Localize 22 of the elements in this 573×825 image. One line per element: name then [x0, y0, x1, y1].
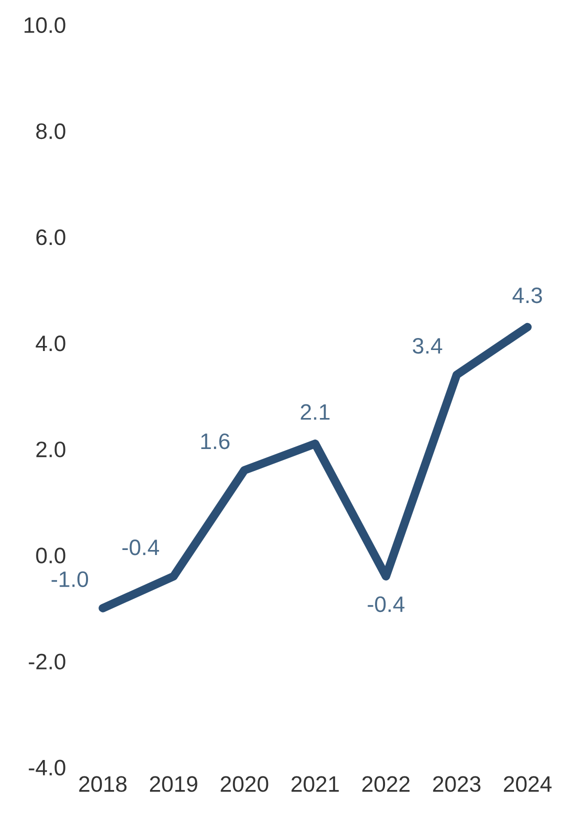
- x-tick-label: 2021: [292, 776, 339, 792]
- x-tick-label: 2018: [79, 776, 127, 792]
- data-label: -0.4: [122, 540, 160, 556]
- y-tick-label: 6.0: [36, 229, 66, 246]
- x-tick-label: 2023: [433, 776, 480, 792]
- x-tick-label: 2024: [504, 776, 552, 792]
- y-tick-label: 2.0: [36, 442, 66, 458]
- data-label: 3.4: [412, 338, 442, 354]
- x-tick-label: 2022: [362, 776, 410, 792]
- data-label: 1.6: [201, 433, 230, 450]
- x-tick-label: 2020: [220, 776, 268, 792]
- data-label: 2.1: [300, 404, 330, 420]
- y-tick-label: 8.0: [36, 123, 66, 140]
- x-tick-label: 2019: [150, 776, 198, 792]
- y-tick-label: 0.0: [36, 548, 66, 564]
- y-tick-label: 4.0: [36, 336, 66, 352]
- y-tick-label: 10.0: [24, 17, 66, 34]
- y-tick-label: -4.0: [28, 760, 66, 776]
- data-label: -1.0: [52, 571, 88, 588]
- data-label: -0.4: [368, 596, 404, 612]
- y-tick-label: -2.0: [28, 654, 66, 670]
- data-label: 4.3: [512, 287, 542, 304]
